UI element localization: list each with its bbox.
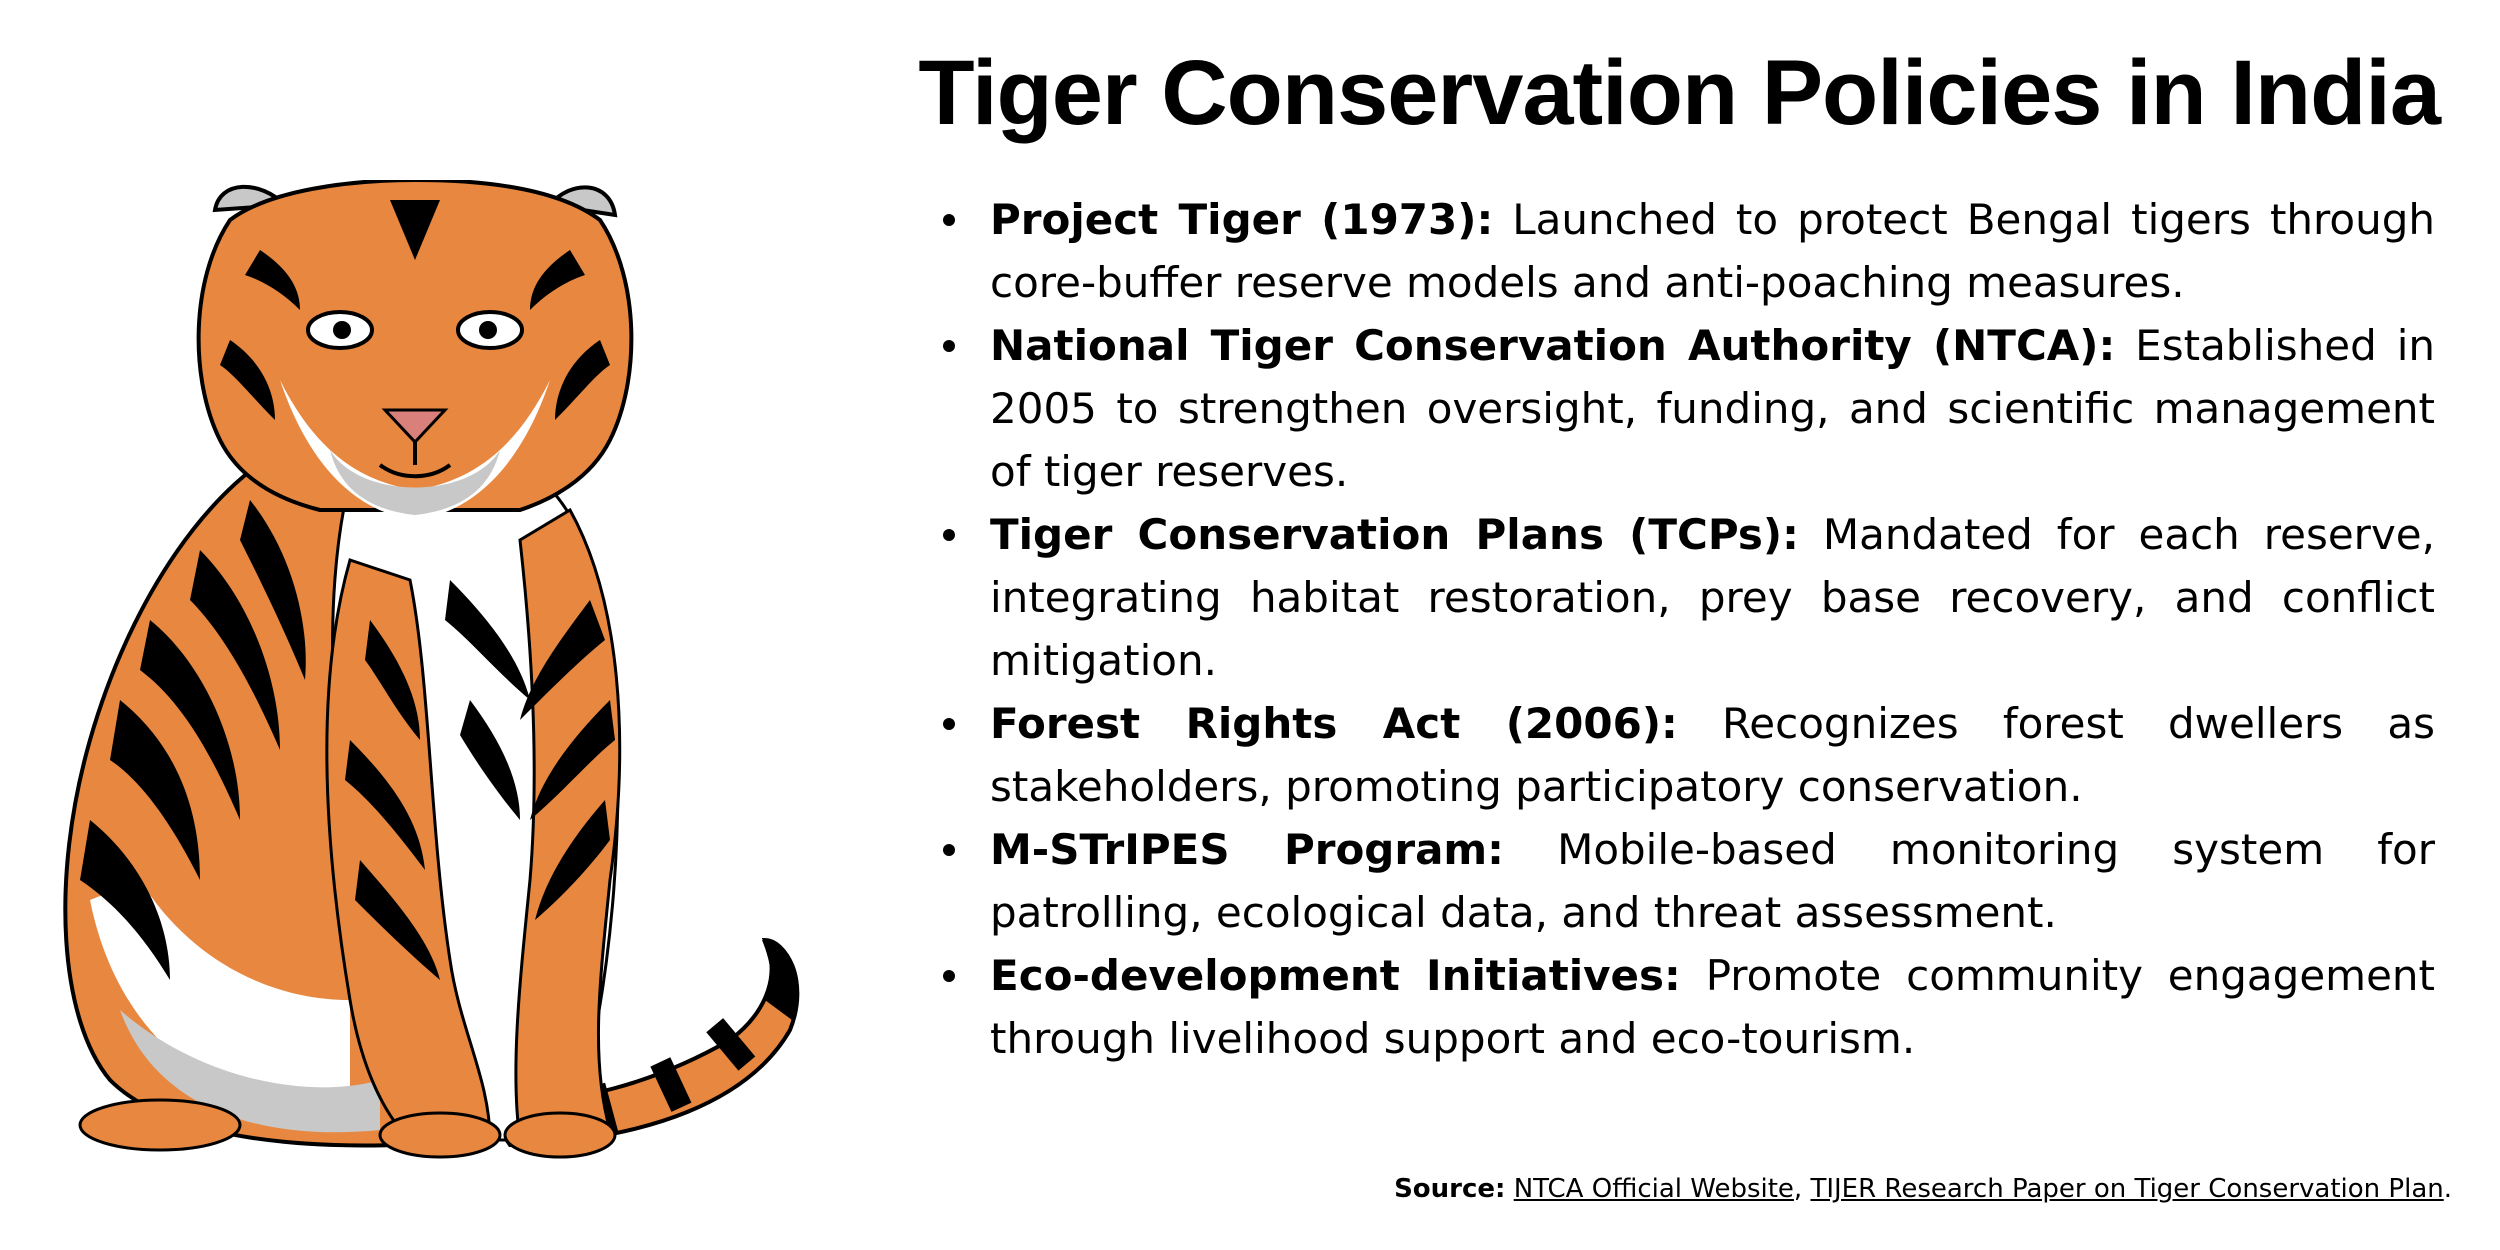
policy-name: Eco-development Initiatives:: [990, 951, 1681, 1000]
policy-item: M-STrIPES Program: Mobile-based monitori…: [935, 818, 2435, 944]
source-label: Source:: [1394, 1174, 1506, 1204]
policy-description: Recognizes forest dwellers as stakeholde…: [990, 699, 2435, 811]
policy-name: M-STrIPES Program:: [990, 825, 1504, 874]
source-citation: Source: NTCA Official Website, TIJER Res…: [1394, 1172, 2452, 1206]
source-end: .: [2443, 1174, 2452, 1204]
policy-description: Mobile-based monitoring system for patro…: [990, 825, 2435, 937]
tiger-tail: [475, 937, 800, 1148]
tiger-paw: [378, 1111, 502, 1159]
tiger-head: [196, 180, 634, 520]
policy-description: Mandated for each reserve, integrating h…: [990, 510, 2435, 685]
policy-item: Project Tiger (1973): Launched to protec…: [935, 188, 2435, 314]
policy-name: Project Tiger (1973):: [990, 195, 1494, 244]
policy-item: National Tiger Conservation Authority (N…: [935, 314, 2435, 503]
tiger-paw: [503, 1111, 617, 1159]
tiger-nose: [381, 408, 449, 445]
policy-name: National Tiger Conservation Authority (N…: [990, 321, 2116, 370]
page-title: Tiger Conservation Policies in India: [918, 42, 2441, 144]
source-link-tijer[interactable]: TIJER Research Paper on Tiger Conservati…: [1810, 1174, 2444, 1204]
source-separator: ,: [1793, 1174, 1811, 1204]
tiger-illustration: [63, 180, 800, 1159]
policy-description: Launched to protect Bengal tigers throug…: [990, 195, 2435, 307]
policy-item: Eco-development Initiatives: Promote com…: [935, 944, 2435, 1070]
policy-description: Promote community engagement through liv…: [990, 951, 2436, 1063]
policy-list: Project Tiger (1973): Launched to protec…: [935, 188, 2435, 1070]
policy-name: Tiger Conservation Plans (TCPs):: [990, 510, 1799, 559]
source-link-ntca[interactable]: NTCA Official Website: [1513, 1174, 1794, 1204]
policy-item: Forest Rights Act (2006): Recognizes for…: [935, 692, 2435, 818]
policy-name: Forest Rights Act (2006):: [990, 699, 1678, 748]
tiger-paw: [78, 1098, 242, 1152]
policy-item: Tiger Conservation Plans (TCPs): Mandate…: [935, 503, 2435, 692]
policy-description: Established in 2005 to strengthen oversi…: [990, 321, 2435, 496]
